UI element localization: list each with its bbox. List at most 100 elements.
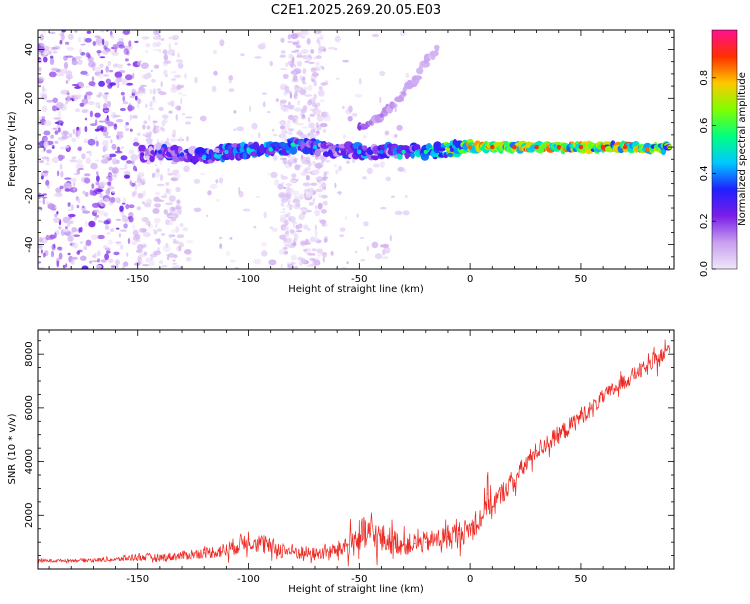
noise-speck xyxy=(313,93,318,100)
noise-speck xyxy=(284,220,289,226)
noise-speck xyxy=(321,176,329,179)
colorbar-tick-label: 0.8 xyxy=(699,70,710,86)
snr-point xyxy=(480,517,482,519)
noise-speck xyxy=(105,189,111,196)
noise-speck xyxy=(63,55,68,61)
noise-speck xyxy=(68,133,73,138)
noise-speck xyxy=(41,116,46,120)
noise-speck xyxy=(170,100,175,107)
noise-speck xyxy=(312,56,317,60)
spectral-point xyxy=(390,103,395,108)
noise-speck xyxy=(134,180,137,184)
noise-speck xyxy=(84,220,88,228)
noise-speck xyxy=(346,160,350,164)
spectral-blob xyxy=(437,147,446,152)
noise-speck xyxy=(114,196,120,204)
noise-speck xyxy=(292,74,298,82)
noise-speck xyxy=(285,183,293,187)
noise-speck xyxy=(84,244,87,251)
noise-speck xyxy=(228,80,232,84)
noise-speck xyxy=(125,128,130,131)
noise-speck xyxy=(285,135,288,142)
noise-speck xyxy=(142,124,146,130)
noise-speck xyxy=(339,234,344,238)
noise-speck xyxy=(100,259,107,263)
snr-point xyxy=(203,552,205,554)
noise-speck xyxy=(123,223,128,229)
noise-speck xyxy=(84,108,89,113)
noise-speck xyxy=(346,261,349,265)
noise-speck xyxy=(38,66,42,72)
noise-speck xyxy=(38,244,43,250)
noise-speck xyxy=(131,191,135,198)
snr-point xyxy=(657,358,660,361)
noise-speck xyxy=(76,204,80,209)
noise-speck xyxy=(124,45,131,51)
noise-speck xyxy=(296,44,301,49)
noise-speck xyxy=(351,112,358,117)
snr-point xyxy=(369,533,371,535)
noise-speck xyxy=(402,210,410,216)
noise-speck xyxy=(158,106,164,111)
noise-speck xyxy=(403,169,407,174)
noise-speck xyxy=(256,195,260,198)
noise-speck xyxy=(315,110,321,115)
noise-speck xyxy=(305,175,310,181)
noise-speck xyxy=(51,144,55,149)
noise-speck xyxy=(38,261,42,264)
noise-speck xyxy=(171,35,180,40)
noise-speck xyxy=(41,175,44,180)
noise-speck xyxy=(114,71,123,78)
noise-speck xyxy=(160,140,164,144)
snr-point xyxy=(569,426,571,428)
noise-speck xyxy=(279,157,287,160)
noise-speck xyxy=(315,133,321,135)
spectrogram-y-axis-label: Frequency (Hz) xyxy=(7,111,18,187)
noise-speck xyxy=(308,122,315,129)
noise-speck xyxy=(314,224,317,231)
noise-speck xyxy=(145,257,151,263)
noise-speck xyxy=(291,173,297,178)
noise-speck xyxy=(131,160,135,165)
noise-speck xyxy=(394,210,403,216)
spectral-blob xyxy=(410,152,415,159)
noise-speck xyxy=(137,184,141,187)
noise-speck xyxy=(119,107,126,112)
noise-speck xyxy=(115,259,120,266)
noise-speck xyxy=(80,51,86,56)
noise-speck xyxy=(43,141,49,149)
noise-speck xyxy=(137,192,144,199)
noise-speck xyxy=(294,164,301,171)
noise-speck xyxy=(45,234,50,241)
snr-marks xyxy=(38,339,671,567)
noise-speck xyxy=(141,74,145,79)
noise-speck xyxy=(88,81,96,87)
snr-x-axis-label: Height of straight line (km) xyxy=(288,584,424,595)
noise-speck xyxy=(102,74,110,77)
noise-speck xyxy=(84,37,92,43)
noise-speck xyxy=(88,220,96,228)
noise-speck xyxy=(156,41,162,47)
noise-speck xyxy=(229,259,236,263)
noise-speck xyxy=(167,168,171,172)
noise-speck xyxy=(124,124,128,129)
noise-speck xyxy=(300,154,304,160)
noise-speck xyxy=(258,132,261,139)
x-tick-label: 0 xyxy=(467,274,473,285)
noise-speck xyxy=(219,243,223,249)
noise-speck xyxy=(142,190,146,197)
noise-speck xyxy=(279,67,288,71)
noise-speck xyxy=(95,119,98,126)
noise-speck xyxy=(94,66,103,73)
noise-speck xyxy=(107,202,114,206)
noise-speck xyxy=(172,265,175,269)
noise-speck xyxy=(89,110,93,118)
noise-speck xyxy=(106,232,111,235)
noise-speck xyxy=(149,89,153,94)
noise-speck xyxy=(301,134,306,139)
noise-speck xyxy=(299,261,303,266)
noise-speck xyxy=(39,193,43,198)
noise-speck xyxy=(279,216,286,223)
noise-speck xyxy=(317,37,320,45)
noise-speck xyxy=(324,80,329,85)
